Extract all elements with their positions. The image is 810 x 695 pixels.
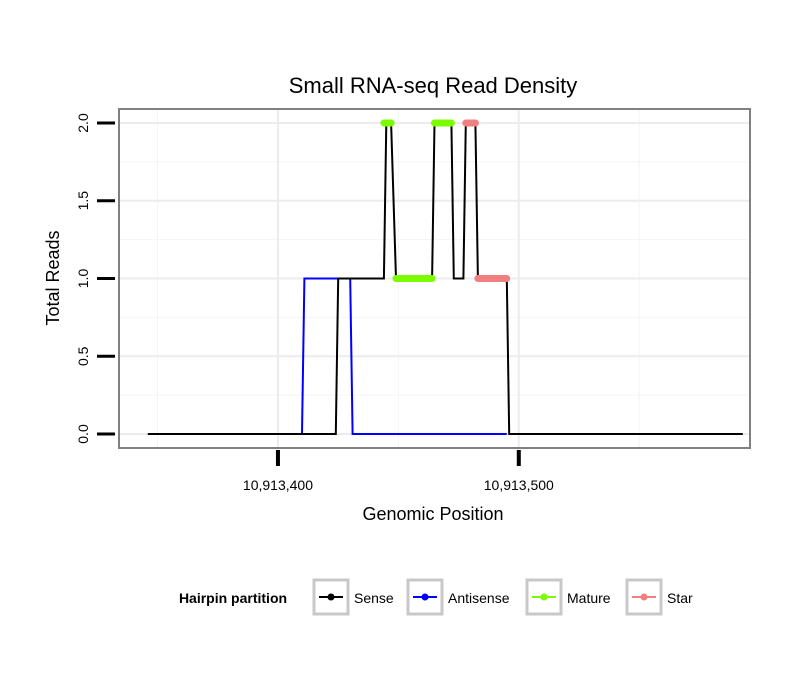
y-axis: 0.0 0.5 1.0 1.5 2.0 [75,113,115,444]
y-tick-label: 2.0 [75,113,91,133]
legend-entries: Sense Antisense Mature Star [312,578,693,616]
x-axis-label: Genomic Position [362,504,503,524]
legend-item-mature: Mature [525,578,611,616]
y-tick-label: 0.0 [75,424,91,444]
legend-item-star: Star [625,578,693,616]
legend-label: Star [667,590,693,606]
legend-key-point [540,593,548,601]
legend-key-point [421,593,429,601]
y-axis-label: Total Reads [43,230,63,325]
plot-panel [118,108,751,449]
legend-key-point [327,593,335,601]
legend-label: Sense [354,590,394,606]
series-layer [147,119,743,435]
y-tick-label: 0.5 [75,346,91,366]
x-tick-label: 10,913,500 [484,477,554,493]
series-star [462,119,511,282]
x-tick-label: 10,913,400 [243,477,313,493]
legend-item-sense: Sense [312,578,394,616]
plot-border [118,108,751,449]
legend-item-antisense: Antisense [406,578,510,616]
legend: Hairpin partition Sense Antisense Mature St… [179,578,693,616]
y-tick-label: 1.5 [75,191,91,211]
legend-title: Hairpin partition [179,590,287,606]
x-axis: 10,913,400 10,913,500 [243,450,554,493]
y-tick-label: 1.0 [75,269,91,289]
legend-label: Mature [567,590,611,606]
legend-label: Antisense [448,590,510,606]
series-mature [380,119,455,282]
legend-key-point [640,593,648,601]
chart-title: Small RNA-seq Read Density [289,73,578,98]
